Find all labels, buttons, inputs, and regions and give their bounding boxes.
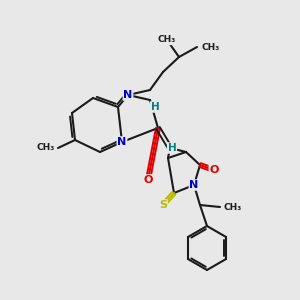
Text: CH₃: CH₃ <box>158 35 176 44</box>
Text: H: H <box>151 102 159 112</box>
Text: N: N <box>189 180 199 190</box>
Text: CH₃: CH₃ <box>37 143 55 152</box>
Text: N: N <box>123 90 133 100</box>
Text: N: N <box>117 137 127 147</box>
Text: CH₃: CH₃ <box>223 202 241 211</box>
Text: O: O <box>209 165 219 175</box>
Text: S: S <box>159 200 167 210</box>
Text: O: O <box>143 175 153 185</box>
Text: CH₃: CH₃ <box>201 43 219 52</box>
Text: H: H <box>168 143 176 153</box>
